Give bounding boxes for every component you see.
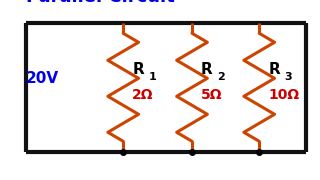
Text: R: R xyxy=(201,62,213,77)
Text: 3: 3 xyxy=(285,72,292,82)
Text: 1: 1 xyxy=(149,72,156,82)
Text: 5Ω: 5Ω xyxy=(201,88,222,102)
Text: 2Ω: 2Ω xyxy=(132,88,154,102)
Text: 2: 2 xyxy=(218,72,225,82)
Text: R: R xyxy=(268,62,280,77)
Text: 20V: 20V xyxy=(26,71,59,86)
Text: 10Ω: 10Ω xyxy=(268,88,299,102)
Text: R: R xyxy=(132,62,144,77)
Text: Parallel Circuit: Parallel Circuit xyxy=(26,0,174,6)
